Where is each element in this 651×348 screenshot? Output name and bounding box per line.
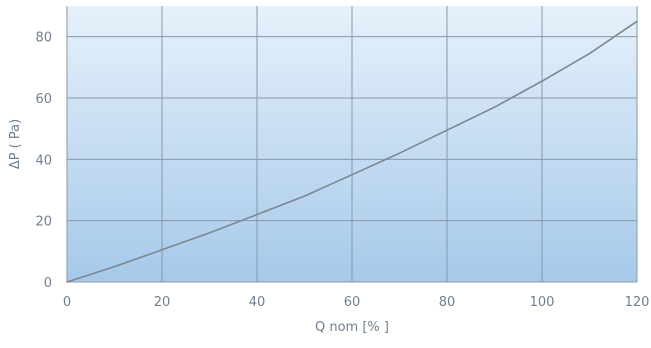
x-tick-label: 0 [63, 295, 71, 310]
tick-labels: 0 20 40 60 80 100 120 0 20 40 60 80 [35, 31, 649, 310]
y-tick-label: 60 [35, 92, 52, 107]
series [66, 20, 638, 283]
y-tick-label: 80 [35, 31, 52, 46]
x-axis-label: Q nom [% ] [315, 320, 389, 335]
series-line [66, 20, 638, 283]
x-tick-label: 120 [625, 295, 650, 310]
x-tick-label: 60 [344, 295, 361, 310]
x-tick-label: 100 [530, 295, 555, 310]
y-tick-label: 40 [35, 153, 52, 168]
y-axis-label: ΔP ( Pa) [8, 119, 23, 169]
x-tick-label: 20 [154, 295, 171, 310]
x-tick-label: 40 [249, 295, 266, 310]
x-tick-label: 80 [439, 295, 456, 310]
y-tick-label: 20 [35, 215, 52, 230]
grid [66, 6, 638, 283]
y-tick-label: 0 [44, 276, 52, 291]
